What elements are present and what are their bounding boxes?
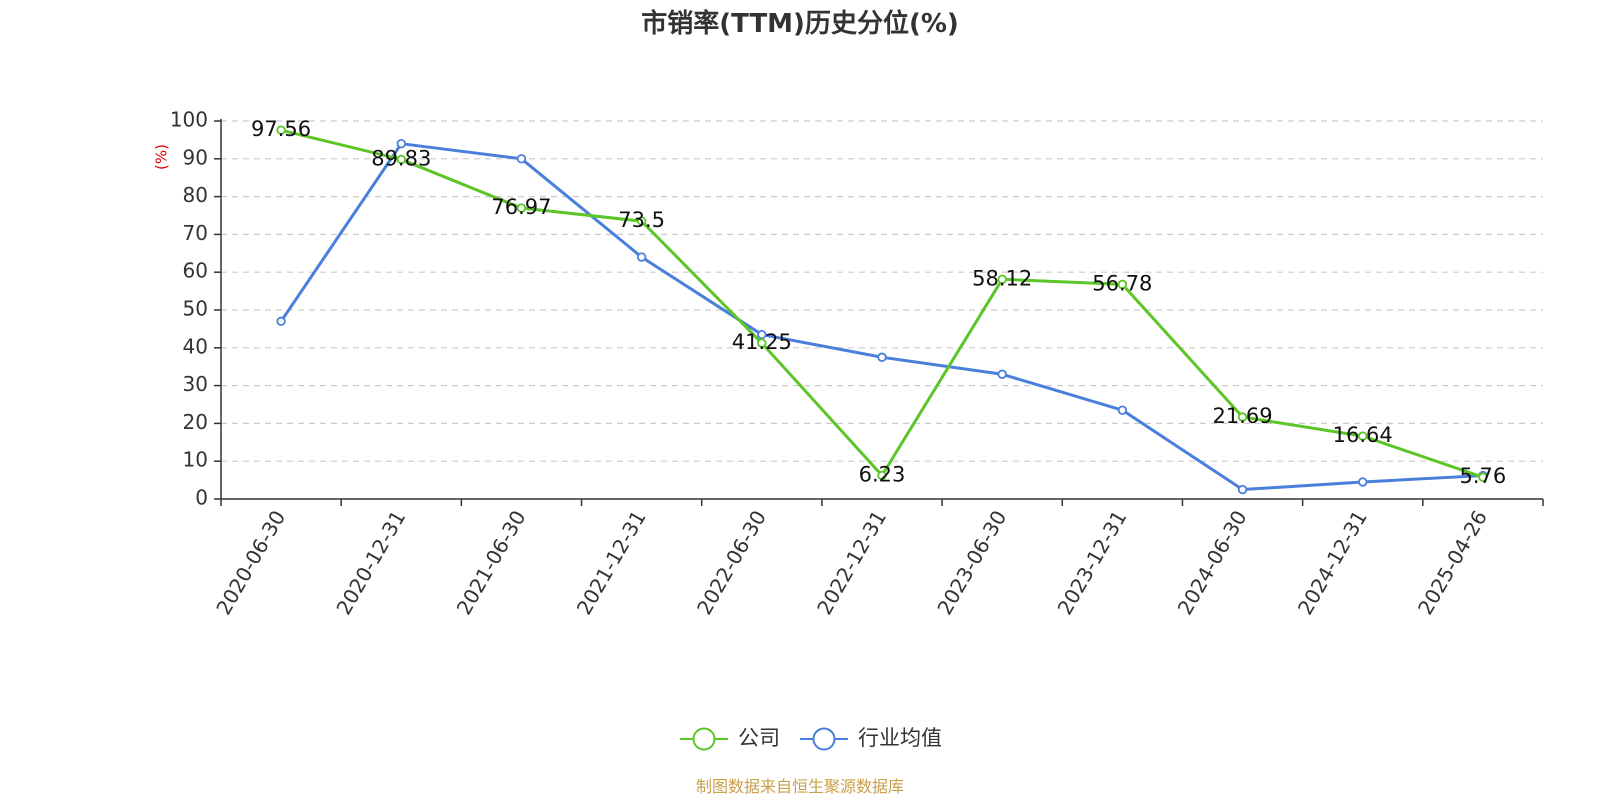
y-tick-label: 30: [183, 372, 208, 396]
y-tick-label: 80: [183, 183, 208, 207]
y-tick-label: 60: [183, 259, 208, 283]
x-tick-label: 2022-06-30: [692, 506, 771, 619]
data-label: 58.12: [972, 266, 1032, 290]
legend-marker: [812, 727, 836, 751]
data-label: 76.97: [491, 195, 551, 219]
chart-title: 市销率(TTM)历史分位(%): [641, 8, 959, 39]
y-axis-label: (%): [153, 144, 171, 170]
data-label: 5.76: [1460, 464, 1507, 488]
series: [276, 125, 1488, 495]
source-note: 制图数据来自恒生聚源数据库: [696, 777, 904, 796]
legend-item[interactable]: 行业均值: [800, 726, 942, 751]
data-point: [516, 203, 527, 213]
y-tick-label: 10: [183, 448, 208, 472]
data-point: [516, 154, 527, 164]
data-label: 89.83: [371, 146, 431, 170]
data-label: 6.23: [859, 462, 906, 486]
legend-marker: [692, 727, 716, 751]
x-tick-label: 2021-06-30: [452, 506, 531, 619]
y-tick-labels: 0 10 20 30 40 50 60 70 80 90 100: [170, 108, 208, 510]
y-tick-label: 70: [183, 221, 208, 245]
axes: [214, 119, 1544, 506]
data-label: 97.56: [251, 117, 311, 141]
data-point: [636, 252, 647, 262]
data-point: [997, 274, 1007, 285]
y-tick-label: 0: [195, 486, 208, 510]
legend[interactable]: 公司 行业均值: [680, 726, 942, 751]
data-point: [1237, 412, 1248, 422]
series-line: [279, 142, 1483, 492]
x-tick-label: 2023-06-30: [932, 506, 1011, 619]
data-point: [276, 125, 286, 135]
data-label: 73.5: [618, 208, 665, 232]
x-tick-label: 2024-12-31: [1293, 506, 1372, 619]
y-tick-label: 20: [183, 410, 208, 434]
x-tick-label: 2021-12-31: [572, 506, 651, 619]
y-tick-label: 90: [183, 145, 208, 169]
data-point: [396, 138, 406, 149]
data-point: [877, 352, 887, 362]
data-point: [997, 369, 1007, 379]
data-point: [276, 316, 286, 327]
legend-label: 行业均值: [858, 726, 942, 750]
data-point: [636, 216, 647, 226]
data-point: [1117, 279, 1128, 290]
data-point: [1117, 405, 1128, 415]
data-point: [396, 154, 406, 165]
legend-item[interactable]: 公司: [680, 726, 780, 751]
x-tick-label: 2020-06-30: [211, 506, 290, 619]
x-tick-label: 2020-12-31: [331, 506, 410, 619]
legend-label: 公司: [738, 726, 780, 750]
data-labels: 97.56 89.83 76.97 73.5 41.25 6.23 58.12 56.78 21…: [251, 117, 1506, 488]
x-tick-labels: 2020-06-30 2020-12-31 2021-06-30 2021-12-31…: [211, 506, 1492, 619]
data-label: 56.78: [1092, 271, 1152, 295]
grid: [221, 120, 1543, 462]
data-point: [1237, 484, 1248, 495]
x-tick-label: 2023-12-31: [1053, 506, 1132, 619]
data-point: [757, 329, 767, 340]
data-label: 41.25: [732, 330, 792, 354]
data-point: [877, 470, 887, 481]
x-tick-label: 2025-04-26: [1413, 506, 1492, 619]
data-point: [1358, 431, 1368, 441]
y-tick-label: 40: [183, 334, 208, 358]
x-tick-label: 2024-06-30: [1173, 506, 1252, 619]
data-label: 16.64: [1333, 423, 1393, 447]
series-line: [280, 128, 1484, 479]
data-point: [1358, 477, 1368, 487]
y-tick-label: 100: [170, 108, 208, 132]
y-tick-label: 50: [183, 297, 208, 321]
data-point: [757, 338, 767, 348]
data-label: 21.69: [1212, 404, 1272, 428]
x-tick-label: 2022-12-31: [812, 506, 891, 619]
data-point: [1478, 472, 1488, 482]
